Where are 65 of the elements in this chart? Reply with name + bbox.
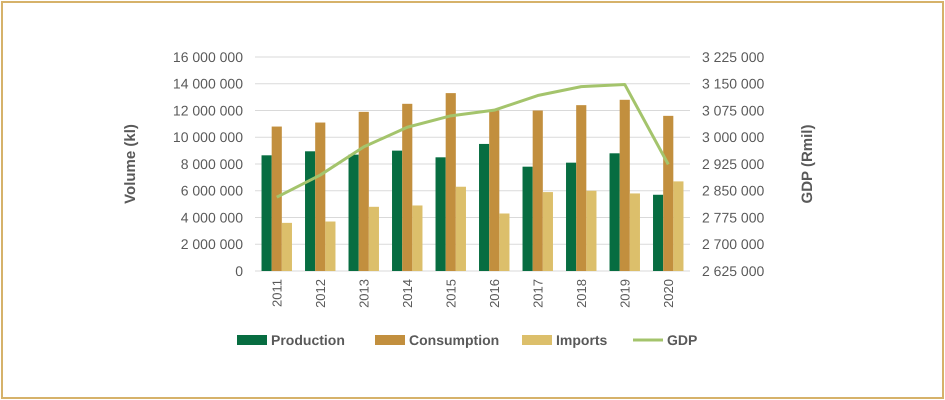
- y2-tick-label: 2 700 000: [702, 236, 764, 252]
- bar: [522, 166, 533, 271]
- y-tick-label: 2 000 000: [180, 236, 244, 252]
- legend-label: GDP: [667, 332, 698, 348]
- y-tick-label: 16 000 000: [172, 48, 244, 65]
- bar: [456, 186, 466, 271]
- bar: [402, 104, 412, 271]
- y2-tick-label: 2 625 000: [702, 262, 764, 279]
- bar: [446, 93, 456, 271]
- bar: [412, 205, 422, 271]
- line-series: [275, 82, 670, 199]
- bar: [542, 192, 553, 271]
- y2-tick-label: 2 925 000: [702, 156, 764, 172]
- bar: [499, 213, 510, 271]
- x-tick-label: 2017: [530, 279, 546, 308]
- y-tick-label: 14 000 000: [172, 76, 244, 92]
- bar: [305, 151, 316, 271]
- y2-tick-label: 3 075 000: [702, 102, 764, 118]
- bar: [348, 154, 359, 271]
- x-tick-label: 2020: [660, 279, 676, 308]
- y-tick-label: 8 000 000: [180, 156, 244, 172]
- y-tick-label: 10 000 000: [172, 129, 244, 146]
- y-tick-label: 4 000 000: [180, 209, 244, 226]
- bar: [325, 222, 336, 271]
- bar: [489, 110, 500, 271]
- x-tick-label: 2016: [486, 279, 502, 308]
- legend-label: Imports: [556, 332, 608, 348]
- y-tick-label: 12 000 000: [172, 102, 244, 118]
- bar: [436, 157, 446, 271]
- bar: [610, 153, 620, 271]
- legend-label: Consumption: [409, 332, 500, 348]
- y-axis-title: Volume (kl): [122, 124, 139, 204]
- x-tick-label: 2012: [312, 279, 328, 308]
- bar: [576, 105, 586, 271]
- bar: [479, 144, 490, 271]
- legend-label: Production: [271, 332, 345, 348]
- y-tick-label: 6 000 000: [180, 182, 244, 199]
- bar: [673, 181, 684, 271]
- bar: [392, 150, 402, 271]
- y2-tick-label: 3 150 000: [702, 76, 764, 92]
- x-tick-label: 2014: [400, 279, 415, 308]
- bar: [653, 194, 664, 271]
- bar: [586, 190, 596, 271]
- y2-axis-title: GDP (Rmil): [799, 124, 816, 204]
- bar: [358, 112, 369, 271]
- bar: [532, 110, 543, 271]
- bar: [282, 222, 292, 271]
- x-tick-label: 2011: [269, 279, 284, 307]
- x-tick-label: 2018: [574, 279, 589, 308]
- x-tick-label: 2019: [617, 279, 632, 308]
- y2-tick-label: 2 850 000: [702, 182, 764, 199]
- bar: [272, 126, 282, 271]
- y2-tick-label: 3 225 000: [702, 48, 764, 65]
- y-tick-label: 0: [235, 262, 244, 279]
- bar: [262, 155, 272, 271]
- y2-tick-label: 2 775 000: [702, 209, 764, 226]
- x-tick-label: 2013: [356, 279, 372, 308]
- bar: [630, 193, 640, 271]
- bar: [315, 122, 326, 271]
- y2-tick-label: 3 000 000: [702, 129, 764, 146]
- bar: [663, 116, 674, 271]
- bar: [566, 162, 576, 271]
- bar: [620, 100, 630, 271]
- x-tick-label: 2015: [443, 279, 458, 308]
- bar: [368, 206, 379, 271]
